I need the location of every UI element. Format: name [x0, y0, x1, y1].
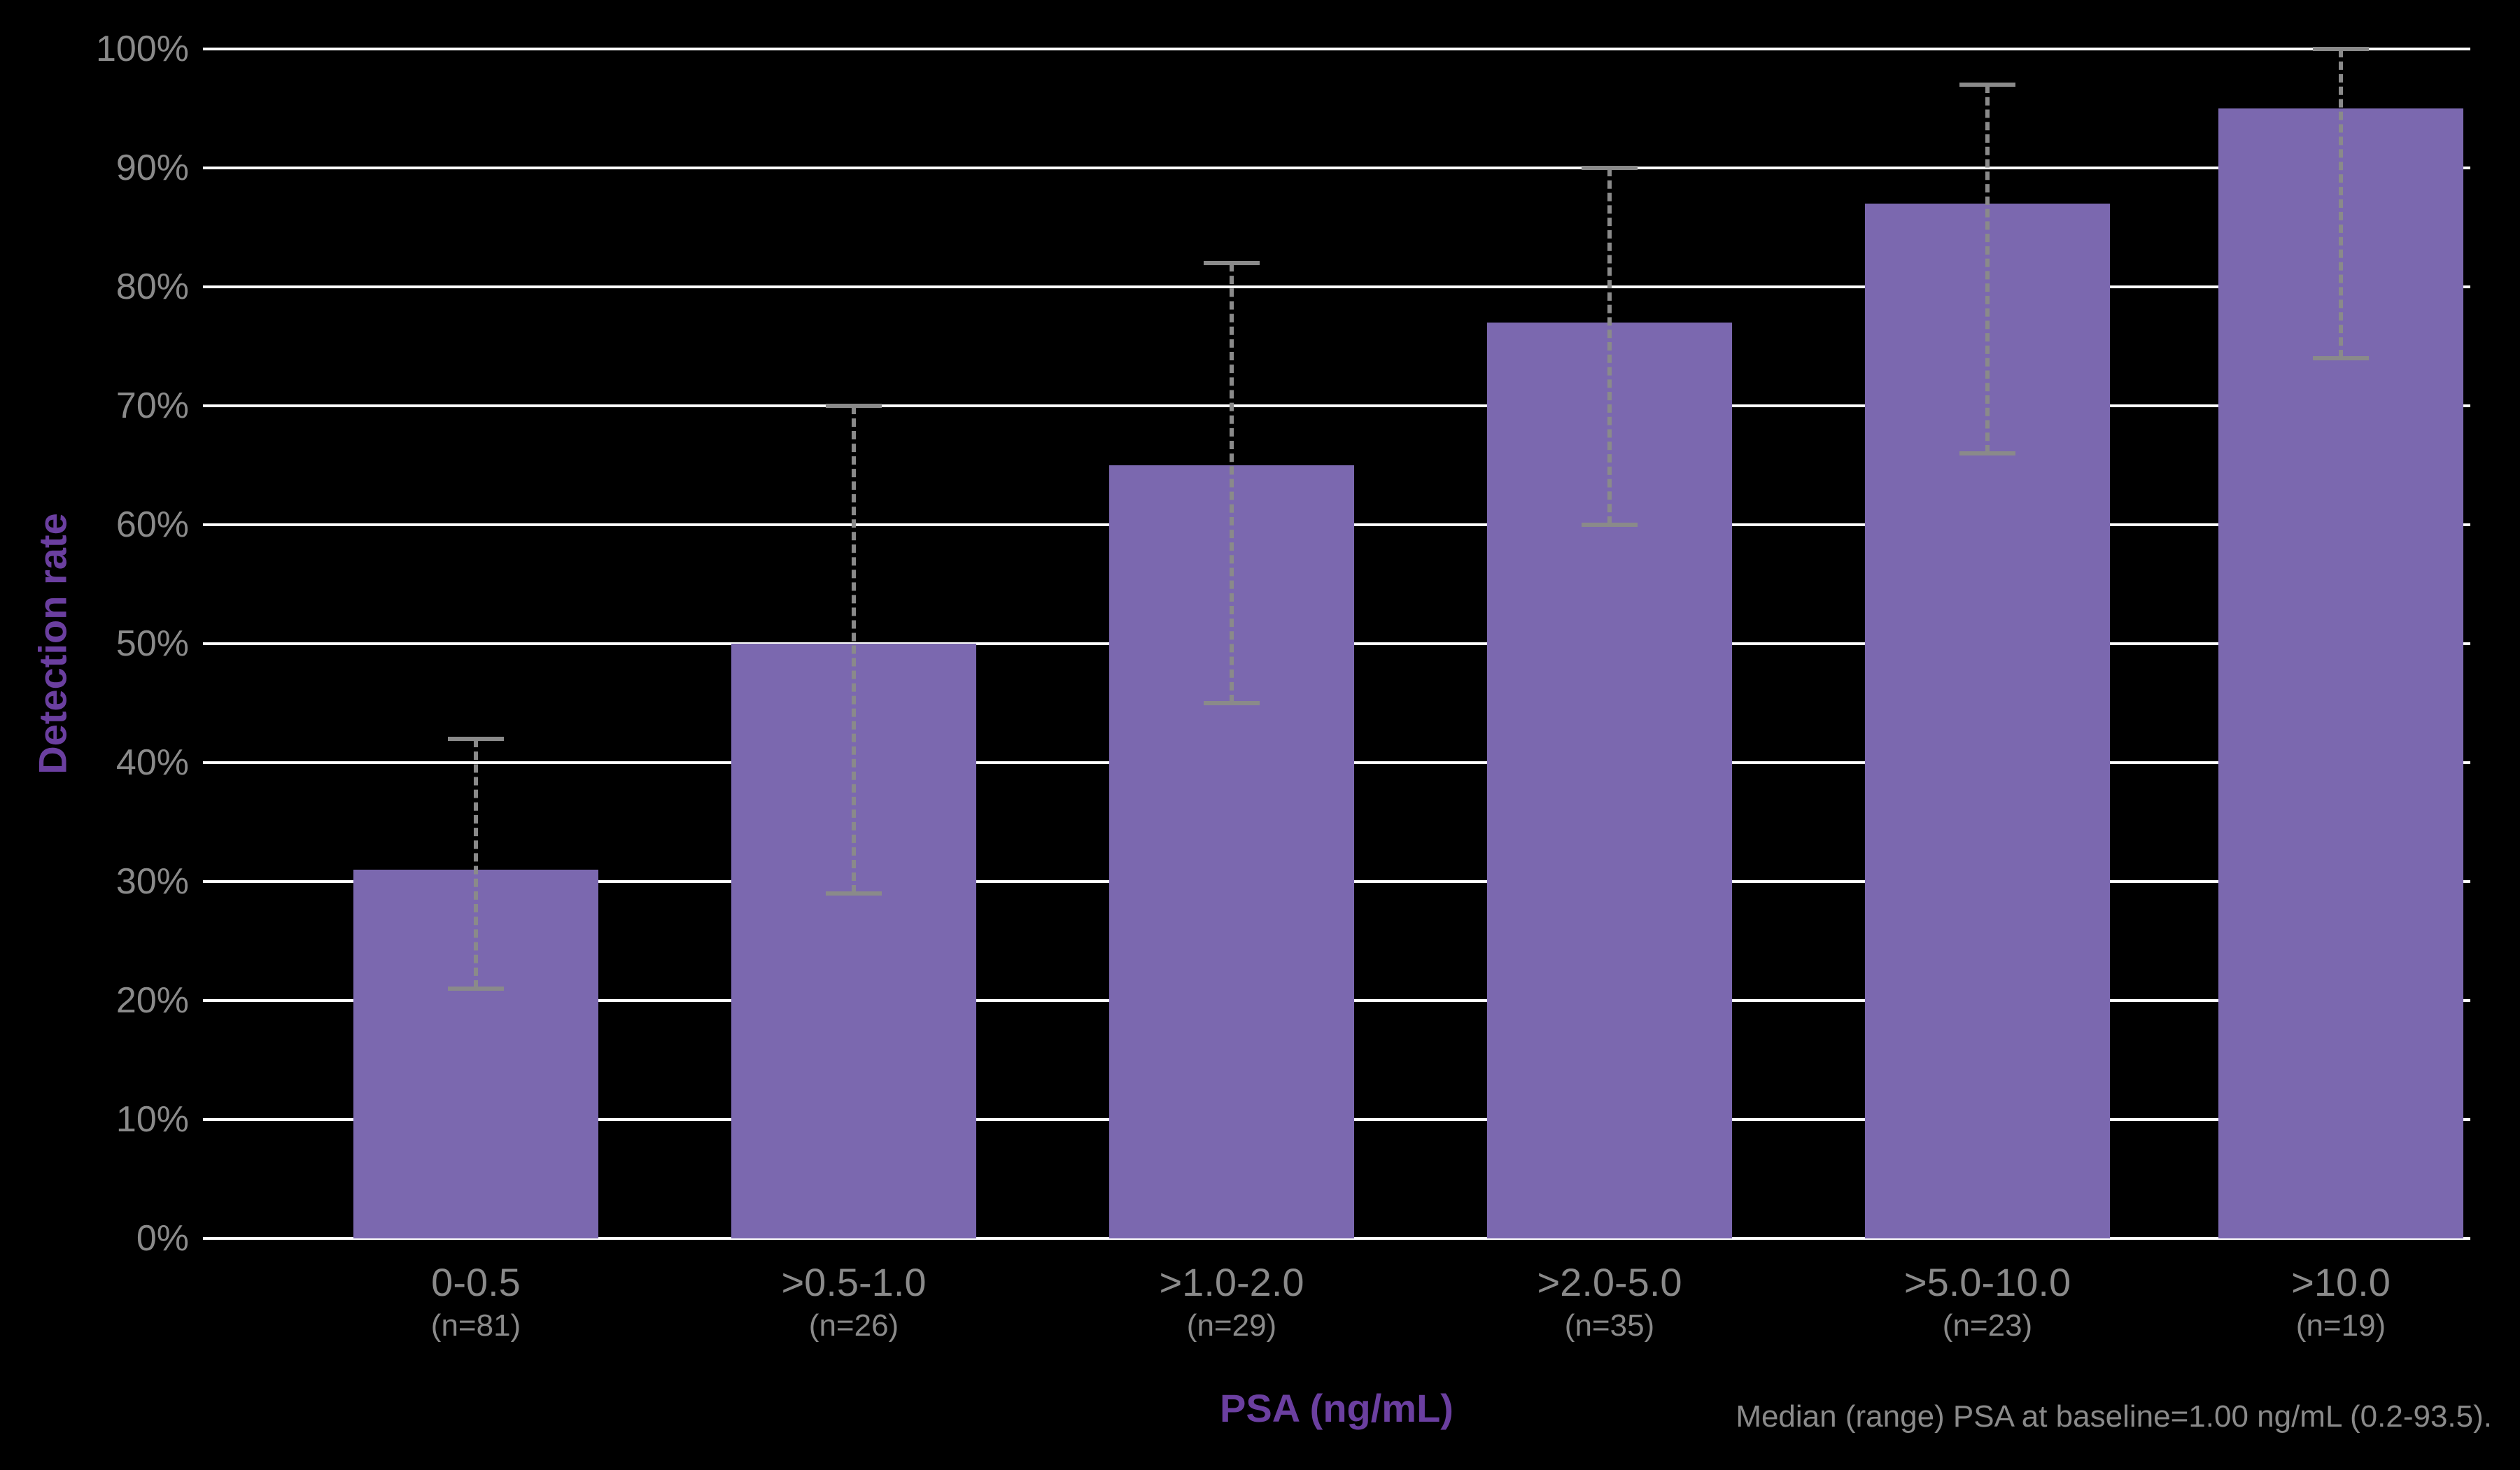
y-tick-label: 20% — [91, 980, 189, 1022]
plot-area — [203, 49, 2470, 1238]
footnote-text: Median (range) PSA at baseline=1.00 ng/m… — [1736, 1399, 2492, 1434]
error-bar-cap — [1582, 166, 1638, 170]
y-tick-label: 80% — [91, 266, 189, 308]
y-tick-label: 0% — [91, 1217, 189, 1259]
error-bar-cap — [1582, 523, 1638, 527]
error-bar-cap — [826, 891, 882, 896]
error-bar — [1230, 263, 1234, 703]
error-bar-cap — [448, 987, 504, 991]
y-tick-label: 40% — [91, 742, 189, 784]
x-tick-range-label: >1.0-2.0 — [1159, 1259, 1304, 1305]
y-tick-label: 30% — [91, 861, 189, 903]
error-bar-cap — [1959, 83, 2015, 87]
error-bar — [1607, 168, 1612, 525]
x-tick-n-label: (n=35) — [1565, 1308, 1654, 1343]
y-tick-label: 10% — [91, 1098, 189, 1140]
x-tick-n-label: (n=19) — [2296, 1308, 2386, 1343]
grid-line — [203, 48, 2470, 50]
y-tick-label: 100% — [91, 28, 189, 70]
grid-line — [203, 285, 2470, 288]
error-bar — [852, 406, 856, 893]
y-tick-label: 60% — [91, 504, 189, 546]
error-bar-cap — [1204, 261, 1260, 265]
error-bar-cap — [2313, 356, 2369, 360]
x-tick-n-label: (n=23) — [1943, 1308, 2032, 1343]
error-bar — [474, 739, 478, 989]
error-bar — [2339, 49, 2343, 358]
x-tick-range-label: >5.0-10.0 — [1904, 1259, 2071, 1305]
x-tick-range-label: 0-0.5 — [431, 1259, 521, 1305]
error-bar-cap — [1204, 701, 1260, 705]
error-bar — [1985, 85, 1990, 453]
x-tick-n-label: (n=26) — [809, 1308, 899, 1343]
y-tick-label: 50% — [91, 623, 189, 665]
x-tick-n-label: (n=29) — [1187, 1308, 1276, 1343]
error-bar-cap — [448, 737, 504, 741]
error-bar-cap — [2313, 47, 2369, 51]
error-bar-cap — [1959, 451, 2015, 455]
x-tick-n-label: (n=81) — [431, 1308, 521, 1343]
detection-rate-bar-chart: Detection rate PSA (ng/mL) Median (range… — [0, 0, 2520, 1470]
x-axis-label: PSA (ng/mL) — [1220, 1385, 1453, 1431]
error-bar-cap — [826, 404, 882, 408]
x-tick-range-label: >0.5-1.0 — [781, 1259, 926, 1305]
y-tick-label: 90% — [91, 147, 189, 189]
x-tick-range-label: >2.0-5.0 — [1537, 1259, 1682, 1305]
y-axis-label: Detection rate — [30, 513, 76, 774]
grid-line — [203, 404, 2470, 407]
grid-line — [203, 167, 2470, 169]
y-tick-label: 70% — [91, 385, 189, 427]
x-tick-range-label: >10.0 — [2291, 1259, 2391, 1305]
